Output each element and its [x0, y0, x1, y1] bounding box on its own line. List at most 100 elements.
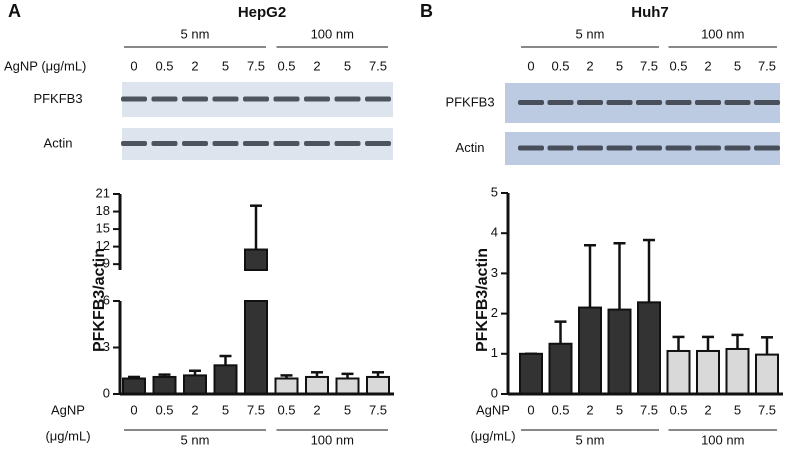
x-tick-label: 0.5	[155, 58, 173, 73]
blot-band	[365, 96, 391, 102]
blot-band	[636, 100, 662, 105]
blot-band	[151, 141, 178, 146]
blot-band	[754, 100, 780, 105]
y-tick-label: 2	[491, 305, 498, 320]
dose-label: (μg/mL)	[470, 428, 515, 443]
blot-band	[334, 141, 361, 146]
group-label: 5 nm	[576, 432, 605, 447]
panel-title: Huh7	[631, 4, 669, 21]
blot-band	[304, 96, 330, 102]
blot-band	[151, 96, 178, 102]
x-tick-label: 0.5	[551, 58, 569, 73]
bar	[548, 342, 573, 395]
y-tick-label: 5	[491, 184, 498, 199]
panel-letter: A	[8, 1, 21, 21]
bar	[637, 301, 661, 395]
blot-band	[577, 100, 603, 105]
x-tick-label: 0	[527, 402, 534, 417]
blot-band	[212, 96, 239, 102]
bar	[666, 349, 691, 395]
dose-label: AgNP (μg/mL)	[4, 58, 86, 73]
group-label: 5 nm	[181, 432, 210, 447]
group-label: 100 nm	[311, 26, 354, 41]
blot-band	[724, 145, 751, 151]
blot-label: PFKFB3	[445, 94, 494, 109]
dose-label: AgNP	[51, 402, 85, 417]
bar	[578, 306, 602, 396]
bar	[607, 308, 632, 395]
bar	[244, 300, 268, 395]
bar	[274, 377, 299, 395]
bar	[305, 375, 329, 396]
panel-letter: B	[420, 1, 433, 21]
group-label: 5 nm	[181, 26, 210, 41]
y-axis-title: PFKFB3/actin	[91, 248, 108, 352]
x-tick-label: 2	[586, 58, 593, 73]
x-tick-label: 2	[191, 402, 198, 417]
blot-band	[243, 96, 269, 102]
y-tick-label: 21	[96, 185, 110, 200]
x-tick-label: 5	[344, 402, 351, 417]
bar	[366, 375, 390, 396]
blot-band	[365, 141, 391, 146]
blot-band	[665, 145, 692, 151]
x-tick-label: 0.5	[155, 402, 173, 417]
y-tick-label: 15	[96, 221, 110, 236]
bar	[519, 352, 543, 395]
blot-band	[754, 145, 780, 151]
y-tick-label: 3	[491, 265, 498, 280]
x-tick-label: 7.5	[369, 402, 387, 417]
y-tick-label: 0	[103, 385, 110, 400]
x-tick-label: 7.5	[758, 58, 776, 73]
dose-label: (μg/mL)	[45, 428, 90, 443]
blot-band	[547, 100, 574, 105]
group-label: 100 nm	[311, 432, 354, 447]
blot-band	[182, 141, 208, 146]
bar	[152, 375, 177, 396]
x-tick-label: 0	[130, 58, 137, 73]
x-tick-label: 0.5	[277, 402, 295, 417]
x-tick-label: 2	[313, 58, 320, 73]
x-tick-label: 0	[527, 58, 534, 73]
x-tick-label: 5	[344, 58, 351, 73]
x-tick-label: 5	[734, 402, 741, 417]
y-tick-label: 3	[103, 339, 110, 354]
x-tick-label: 0.5	[669, 58, 687, 73]
x-tick-label: 5	[616, 58, 623, 73]
x-tick-label: 0.5	[551, 402, 569, 417]
blot-band	[273, 96, 300, 102]
y-tick-label: 6	[103, 292, 110, 307]
x-tick-label: 2	[704, 402, 711, 417]
bar	[696, 349, 720, 395]
bar	[335, 377, 360, 395]
blot-band	[518, 100, 544, 105]
x-tick-label: 5	[222, 58, 229, 73]
dose-label: AgNP	[476, 402, 510, 417]
blot-band	[665, 100, 692, 105]
blot-band	[182, 96, 208, 102]
panel-title: HepG2	[238, 4, 286, 21]
blot-label: Actin	[456, 140, 485, 155]
y-tick-label: 4	[491, 225, 498, 240]
blot-band	[243, 141, 269, 146]
blot-band	[577, 145, 603, 151]
bar	[755, 353, 779, 396]
y-tick-label: 9	[103, 256, 110, 271]
blot-band	[547, 145, 574, 151]
bar	[183, 374, 207, 395]
y-tick-label: 0	[491, 385, 498, 400]
y-tick-label: 1	[491, 345, 498, 360]
group-label: 5 nm	[576, 26, 605, 41]
bar	[213, 364, 238, 396]
y-axis-title: PFKFB3/actin	[474, 248, 491, 352]
blot-band	[695, 100, 721, 105]
x-tick-label: 2	[704, 58, 711, 73]
x-tick-label: 2	[586, 402, 593, 417]
y-tick-label: 18	[96, 203, 110, 218]
x-tick-label: 7.5	[247, 402, 265, 417]
blot-band	[606, 145, 633, 151]
x-tick-label: 7.5	[247, 58, 265, 73]
blot-label: PFKFB3	[33, 91, 82, 106]
blot-band	[121, 141, 147, 146]
